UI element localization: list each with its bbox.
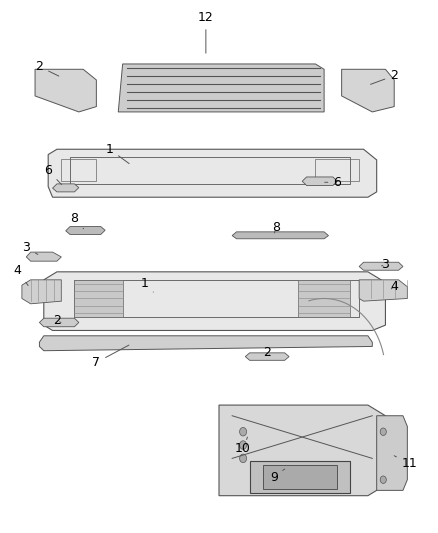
Text: 2: 2 xyxy=(263,346,271,359)
Polygon shape xyxy=(219,405,385,496)
Text: 6: 6 xyxy=(325,176,341,189)
Polygon shape xyxy=(35,69,96,112)
Polygon shape xyxy=(245,353,289,360)
Text: 10: 10 xyxy=(235,437,251,455)
Polygon shape xyxy=(263,465,337,489)
Text: 4: 4 xyxy=(390,280,398,293)
Polygon shape xyxy=(44,272,385,330)
Text: 2: 2 xyxy=(35,60,59,76)
Polygon shape xyxy=(342,69,394,112)
Text: 3: 3 xyxy=(22,241,38,254)
Polygon shape xyxy=(48,149,377,197)
Circle shape xyxy=(240,454,247,463)
Circle shape xyxy=(240,441,247,449)
Text: 1: 1 xyxy=(106,143,129,164)
Polygon shape xyxy=(53,184,79,192)
Text: 9: 9 xyxy=(270,469,285,483)
Text: 11: 11 xyxy=(394,456,417,470)
Text: 6: 6 xyxy=(44,164,62,184)
Polygon shape xyxy=(377,416,407,490)
Polygon shape xyxy=(359,280,407,301)
Text: 2: 2 xyxy=(53,314,61,327)
Text: 8: 8 xyxy=(272,221,280,234)
Text: 3: 3 xyxy=(381,259,389,271)
Text: 2: 2 xyxy=(371,69,398,84)
Polygon shape xyxy=(74,280,123,317)
Polygon shape xyxy=(232,232,328,239)
Text: 4: 4 xyxy=(14,264,28,286)
Text: 8: 8 xyxy=(71,212,84,229)
Polygon shape xyxy=(302,177,337,185)
Polygon shape xyxy=(39,336,372,351)
Polygon shape xyxy=(118,64,324,112)
Polygon shape xyxy=(22,280,61,304)
Polygon shape xyxy=(66,227,105,235)
Polygon shape xyxy=(298,280,350,317)
Text: 1: 1 xyxy=(141,277,153,292)
Text: 12: 12 xyxy=(198,11,214,53)
Circle shape xyxy=(240,427,247,436)
Circle shape xyxy=(380,428,386,435)
Polygon shape xyxy=(26,252,61,261)
Polygon shape xyxy=(39,318,79,327)
Text: 7: 7 xyxy=(92,345,129,369)
Circle shape xyxy=(380,476,386,483)
Polygon shape xyxy=(250,461,350,493)
Polygon shape xyxy=(359,262,403,270)
